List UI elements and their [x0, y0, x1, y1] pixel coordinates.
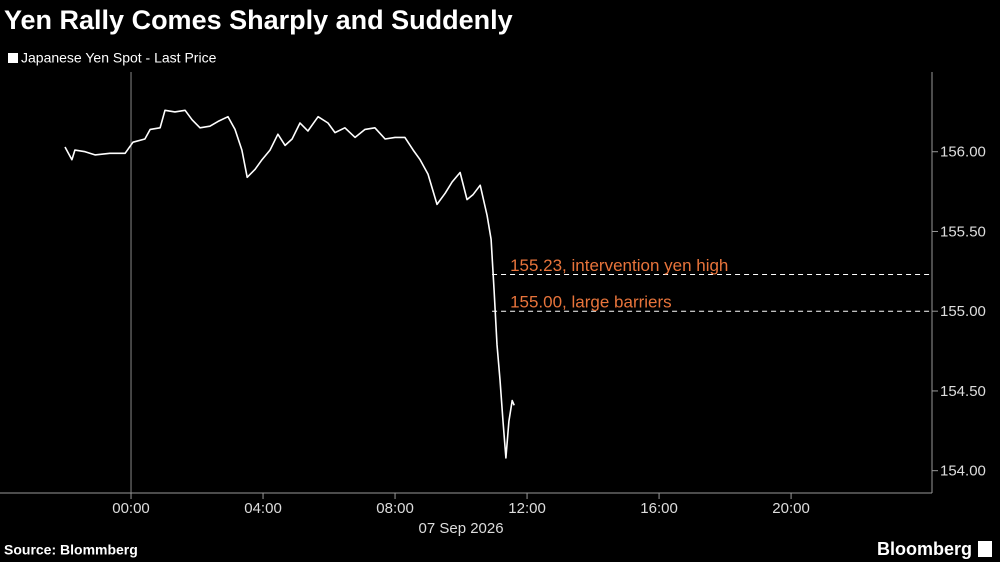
x-tick-label: 12:00 — [508, 500, 546, 517]
y-tick-label: 156.00 — [940, 144, 986, 161]
brand: Bloomberg — [877, 539, 972, 559]
x-tick-label: 08:00 — [376, 500, 414, 517]
annotation-label: 155.00, large barriers — [510, 293, 672, 312]
y-tick-label: 154.50 — [940, 383, 986, 400]
x-tick-label: 00:00 — [112, 500, 150, 517]
brand-icon — [978, 541, 992, 557]
legend-label: Japanese Yen Spot - Last Price — [21, 50, 217, 66]
y-tick-label: 155.50 — [940, 223, 986, 240]
y-tick-label: 155.00 — [940, 303, 986, 320]
date-label: 07 Sep 2026 — [419, 520, 504, 537]
legend-swatch — [8, 53, 18, 63]
chart-title: Yen Rally Comes Sharply and Suddenly — [4, 5, 513, 35]
x-tick-label: 20:00 — [772, 500, 810, 517]
y-tick-label: 154.00 — [940, 463, 986, 480]
price-line — [64, 109, 515, 459]
x-tick-label: 16:00 — [640, 500, 678, 517]
source: Source: Blommberg — [4, 542, 138, 558]
annotation-label: 155.23, intervention yen high — [510, 256, 728, 275]
x-tick-label: 04:00 — [244, 500, 282, 517]
